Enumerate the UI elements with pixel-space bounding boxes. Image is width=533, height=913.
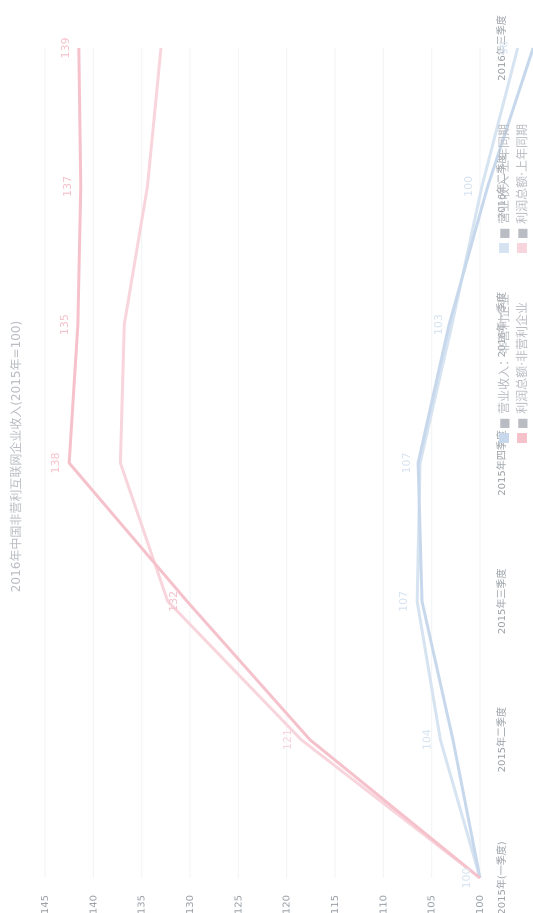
y-tick-3: 115	[330, 895, 341, 913]
y-tick-7: 135	[137, 895, 148, 913]
legend-swatch-3	[517, 243, 527, 253]
chart-title: 2016年中国非营利互联网企业收入(2015年=100)	[8, 321, 23, 592]
x-tick-0: 2015年(一季度)	[495, 841, 508, 913]
y-tick-2: 110	[378, 895, 389, 913]
y-tick-9: 145	[40, 895, 51, 913]
x-tick-5: 2016年二季度	[495, 154, 508, 219]
data-label-3-3: 138	[49, 453, 62, 474]
legend-label-2: ■ 利润总额·非营利企业	[514, 302, 529, 429]
y-tick-0: 100	[475, 895, 486, 913]
series-line-1	[416, 47, 533, 879]
y-tick-5: 125	[233, 895, 244, 913]
x-tick-2: 2015年三季度	[495, 569, 508, 634]
data-label-0-2: 107	[397, 591, 410, 612]
legend-swatch-2	[517, 433, 527, 443]
legend: ■ 营业收入：非营利企业 ■ 营业收入·上年同期 ■ 利润总额·非营利企业 ■ 利润总…	[496, 124, 529, 443]
gridlines	[44, 48, 481, 878]
chart-rotated-group: 2015年(一季度) 2015年二季度 2015年三季度 2015年四季度 2016年一…	[8, 15, 533, 913]
data-label-0-3: 107	[400, 453, 413, 474]
y-tick-8: 140	[88, 895, 99, 913]
legend-label-0: ■ 营业收入：非营利企业	[496, 294, 511, 429]
series-line-0	[415, 47, 520, 879]
y-tick-4: 120	[282, 895, 293, 913]
data-label-3-4: 135	[58, 314, 71, 335]
data-label-2-1: 121	[281, 729, 294, 750]
x-axis-ticks: 2015年(一季度) 2015年二季度 2015年三季度 2015年四季度 2016年一…	[495, 15, 508, 913]
data-labels: 100 104 107 107 103 100 96 121 132 138 135 137 139	[49, 38, 511, 889]
x-tick-6: 2016年三季度	[495, 15, 508, 80]
data-label-0-1: 104	[420, 729, 433, 750]
series-lines	[67, 47, 533, 880]
data-label-0-5: 100	[462, 176, 475, 197]
y-tick-6: 130	[185, 895, 196, 913]
y-tick-1: 105	[427, 895, 438, 913]
data-label-0-0: 100	[460, 868, 473, 889]
x-tick-4: 2016年一季度	[495, 292, 508, 357]
x-tick-3: 2015年四季度	[495, 430, 508, 495]
x-tick-1: 2015年二季度	[495, 707, 508, 772]
legend-swatch-1	[499, 243, 509, 253]
data-label-3-2: 132	[167, 591, 180, 612]
series-line-2	[118, 47, 481, 880]
y-axis-ticks: 100 105 110 115 120 125 130 135 140 145	[40, 895, 486, 913]
legend-label-3: ■ 利润总额·上年同期	[515, 124, 529, 239]
data-label-3-5: 137	[61, 176, 74, 197]
legend-swatch-0	[499, 433, 509, 443]
data-label-0-4: 103	[432, 314, 445, 335]
data-label-3-6: 139	[59, 38, 72, 59]
legend-label-1: ■ 营业收入·上年同期	[497, 124, 511, 239]
series-line-3	[67, 47, 481, 880]
data-label-0-6: 96	[498, 41, 511, 55]
